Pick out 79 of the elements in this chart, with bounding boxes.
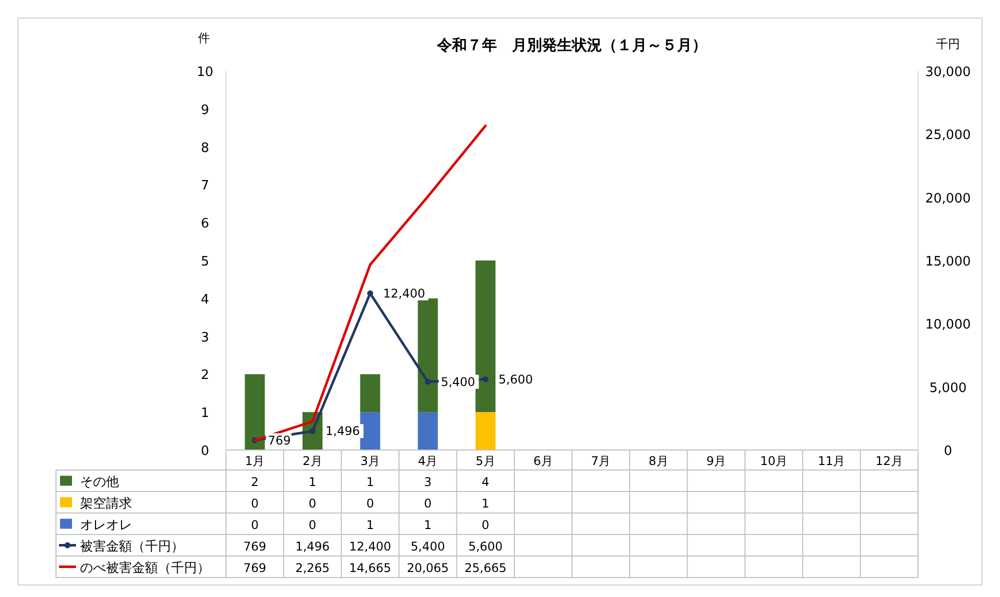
data-label: 0 [251, 518, 259, 532]
legend-label: オレオレ [80, 518, 132, 533]
data-label: 0 [424, 496, 432, 510]
y-tick-label: 4 [200, 292, 210, 308]
y2-tick-label: 25,000 [925, 128, 971, 144]
y-tick-label: 7 [200, 178, 210, 194]
data-label: 0 [482, 518, 490, 532]
data-label: 4 [482, 474, 490, 489]
legend-label: 被害金額（千円） [80, 538, 184, 554]
data-label: 20,065 [406, 560, 449, 575]
chart-title: 令和７年 月別発生状況（１月～５月） [436, 36, 707, 54]
point [424, 378, 431, 385]
y-tick-label: 10 [196, 65, 214, 80]
bar [360, 374, 380, 412]
y2-tick-label: 20,000 [925, 191, 971, 206]
data-label: 3 [424, 474, 432, 489]
data-label: 5,400 [410, 539, 446, 554]
bar [418, 298, 438, 412]
bar [360, 412, 380, 450]
bar [244, 374, 265, 450]
data-label: 2,265 [295, 560, 330, 575]
x-tick-label: 5月 [476, 454, 496, 468]
legend-label: その他 [80, 474, 119, 490]
data-label: 12,400 [349, 539, 392, 554]
x-tick-label: 11月 [818, 454, 846, 468]
bar [418, 412, 438, 450]
y2-tick-label: 10,000 [925, 318, 971, 333]
data-label: 2 [251, 474, 259, 489]
x-tick-label: 1月 [245, 454, 265, 468]
data-label: 1 [366, 518, 374, 532]
x-tick-label: 9月 [706, 454, 726, 468]
y-tick-label: 5 [200, 254, 210, 270]
x-tick-label: 7月 [591, 454, 611, 468]
text: 12,400 [383, 286, 426, 300]
y-tick-label: 8 [200, 140, 210, 156]
data-label: 5,600 [468, 539, 503, 554]
y2-axis-title: 千円 [936, 37, 960, 51]
y-tick-label: 0 [200, 444, 210, 459]
data-label: 769 [243, 560, 266, 575]
point [482, 376, 488, 382]
y2-tick-label: 30,000 [925, 65, 971, 80]
data-label: 769 [243, 539, 266, 554]
y-tick-label: 9 [200, 102, 210, 118]
bar [476, 412, 496, 450]
point [310, 428, 316, 434]
data-label: 0 [366, 496, 374, 510]
bar [476, 260, 496, 412]
y2-tick-label: 5,000 [929, 380, 967, 396]
data-label: 1 [308, 474, 316, 489]
y-tick-label: 1 [200, 406, 210, 422]
y2-tick-label: 0 [944, 444, 952, 459]
y-tick-label: 3 [200, 330, 210, 346]
data-label: 0 [251, 496, 259, 510]
text: 5,600 [498, 372, 533, 386]
text: 5,400 [440, 374, 476, 389]
point [367, 290, 374, 296]
x-tick-label: 3月 [360, 454, 380, 468]
legend-label: のべ被害金額（千円） [80, 560, 210, 576]
data-label: 14,665 [349, 560, 392, 575]
y-axis-title: 件 [198, 31, 210, 45]
data-label: 0 [308, 518, 316, 532]
x-tick-label: 4月 [418, 454, 438, 468]
x-tick-label: 6月 [533, 454, 553, 468]
data-label: 1,496 [295, 539, 330, 554]
x-tick-label: 2月 [302, 454, 322, 468]
data-label: 1 [366, 474, 374, 489]
data-label: 0 [308, 496, 316, 510]
legend-label: 架空請求 [80, 496, 132, 512]
data-label: 25,665 [464, 560, 506, 575]
data-label: 1 [482, 496, 490, 510]
data-label: 1 [424, 518, 432, 532]
x-tick-label: 12月 [876, 454, 903, 468]
y-tick-label: 2 [200, 368, 210, 384]
text: 1,496 [326, 424, 360, 438]
y2-tick-label: 15,000 [925, 254, 971, 270]
x-tick-label: 8月 [648, 454, 668, 468]
x-tick-label: 10月 [760, 454, 788, 468]
text: 769 [268, 433, 291, 448]
y-tick-label: 6 [200, 216, 210, 232]
